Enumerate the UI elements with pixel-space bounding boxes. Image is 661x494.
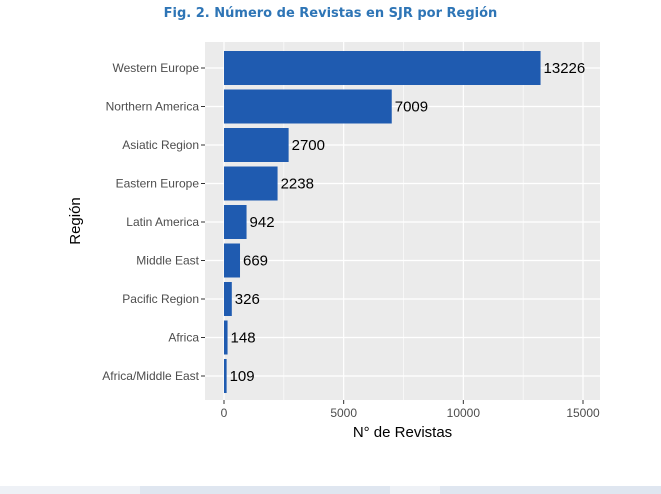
data-label: 326 [235, 291, 260, 308]
data-label: 148 [231, 330, 256, 347]
y-tick-label: Eastern Europe [116, 177, 200, 191]
bar [224, 205, 247, 239]
y-axis-title: Región [67, 197, 84, 245]
bar [224, 282, 232, 316]
data-label: 109 [230, 368, 255, 385]
data-label: 7009 [395, 99, 428, 116]
bar [224, 128, 289, 162]
data-label: 669 [243, 253, 268, 270]
data-label: 2700 [292, 137, 325, 154]
y-tick-label: Western Europe [113, 61, 200, 75]
bar [224, 51, 541, 85]
data-label: 13226 [544, 60, 586, 77]
y-tick-label: Pacific Region [122, 292, 199, 306]
y-tick-label: Middle East [136, 254, 199, 268]
x-tick-label: 5000 [330, 406, 357, 420]
y-tick-label: Latin America [126, 215, 199, 229]
bar [224, 359, 227, 393]
x-axis-title: N° de Revistas [353, 424, 452, 441]
figure-title: Fig. 2. Número de Revistas en SJR por Re… [163, 6, 498, 21]
y-tick-label: Africa/Middle East [102, 369, 199, 383]
bottom-strip-segment [140, 486, 390, 494]
y-tick-label: Northern America [106, 100, 200, 114]
x-tick-label: 0 [221, 406, 228, 420]
data-label: 2238 [281, 176, 314, 193]
y-axis-ticks: Western Europe Northern America Asiatic Re… [102, 61, 205, 383]
bar [224, 166, 278, 201]
x-tick-label: 15000 [566, 406, 600, 420]
x-tick-label: 10000 [447, 406, 481, 420]
data-labels: 13226 7009 2700 2238 942 669 326 148 109 [230, 60, 586, 385]
data-label: 942 [250, 214, 275, 231]
bar [224, 243, 241, 278]
bar [224, 320, 228, 355]
bottom-strip [0, 486, 661, 494]
bars [224, 51, 541, 393]
y-tick-label: Africa [168, 331, 199, 345]
x-axis-ticks: 0 5000 10000 15000 [221, 400, 600, 420]
bottom-strip-segment [440, 486, 661, 494]
bar [224, 89, 392, 124]
y-tick-label: Asiatic Region [122, 138, 199, 152]
